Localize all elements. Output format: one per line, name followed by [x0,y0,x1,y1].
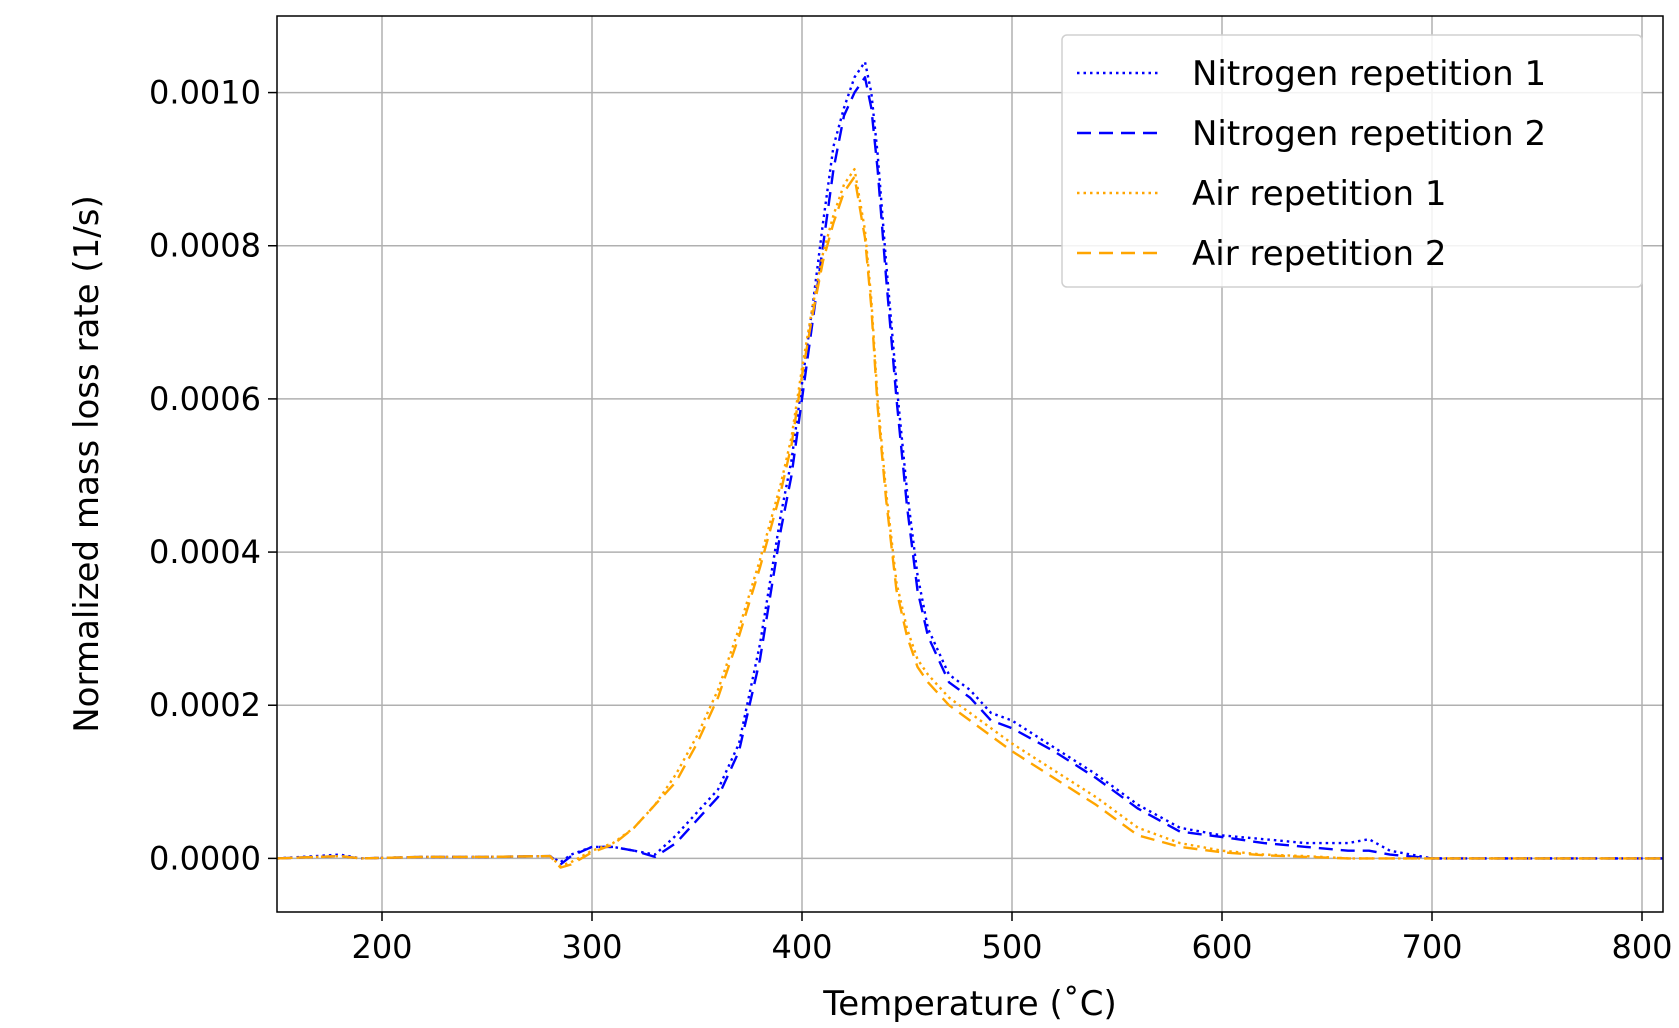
series-line-3 [276,168,1663,868]
x-tick-label: 700 [1401,928,1462,966]
y-tick-label: 0.0004 [149,533,261,571]
x-tick-label: 300 [561,928,622,966]
legend: Nitrogen repetition 1 Nitrogen repetition… [1061,34,1643,288]
x-tick-label: 600 [1191,928,1252,966]
legend-box [1061,34,1643,288]
x-axis-ticks: 200 300 400 500 600 700 800 [351,912,1673,966]
y-tick-label: 0.0010 [149,74,261,112]
x-axis-title: Temperature (˚C) [822,984,1116,1024]
y-tick-label: 0.0000 [149,839,261,877]
series-lines [276,60,1663,869]
legend-label: Air repetition 1 [1192,174,1447,214]
x-tick-label: 800 [1611,928,1672,966]
y-axis-ticks: 0.0000 0.0002 0.0004 0.0006 0.0008 0.0010 [149,74,277,877]
y-axis-title: Normalized mass loss rate (1/s) [67,195,107,733]
y-tick-label: 0.0006 [149,380,261,418]
legend-label: Nitrogen repetition 2 [1192,114,1546,154]
legend-label: Air repetition 2 [1192,234,1447,274]
plot-area [276,15,1664,913]
y-tick-label: 0.0002 [149,686,261,724]
series-line-4 [276,175,1663,869]
x-tick-label: 200 [351,928,412,966]
y-tick-label: 0.0008 [149,227,261,265]
legend-label: Nitrogen repetition 1 [1192,54,1546,94]
series-line-2 [276,76,1663,866]
x-tick-label: 400 [771,928,832,966]
x-tick-label: 500 [981,928,1042,966]
